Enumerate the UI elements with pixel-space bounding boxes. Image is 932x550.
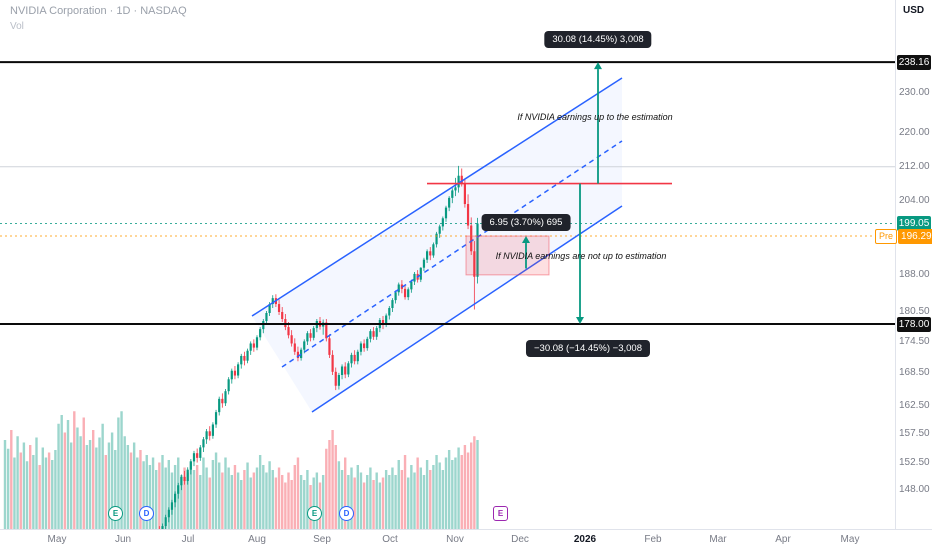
price-tick-label: 180.50 bbox=[899, 305, 930, 317]
time-axis-label: Feb bbox=[644, 534, 662, 545]
time-axis[interactable]: May Jun Jul Aug Sep Oct Nov Dec 2026 Feb Mar Apr May bbox=[0, 529, 932, 550]
premarket-value: 196.29 bbox=[898, 228, 932, 244]
trend-channel-fill bbox=[252, 78, 622, 412]
time-axis-label: Sep bbox=[313, 534, 331, 545]
earnings-marker[interactable]: E bbox=[307, 506, 322, 521]
volume-indicator-label[interactable]: Vol bbox=[10, 21, 24, 32]
price-axis[interactable]: USD 230.00 220.00 212.00 204.00 188.00 180.50… bbox=[875, 0, 932, 550]
time-axis-label: Jun bbox=[114, 534, 132, 545]
earnings-marker[interactable]: E bbox=[108, 506, 123, 521]
upside-measure-label[interactable]: 30.08 (14.45%) 3,008 bbox=[544, 31, 652, 48]
time-axis-label: Apr bbox=[775, 534, 791, 545]
price-tick-label: 230.00 bbox=[899, 87, 930, 99]
pullback-measure-label[interactable]: 6.95 (3.70%) 695 bbox=[481, 214, 571, 231]
price-tick-label: 220.00 bbox=[899, 127, 930, 139]
time-axis-label: Oct bbox=[382, 534, 398, 545]
time-axis-label: Jul bbox=[181, 534, 195, 545]
downside-arrow[interactable] bbox=[576, 183, 584, 325]
volume-bars bbox=[3, 411, 479, 530]
bullish-scenario-note[interactable]: If NVIDIA earnings up to the estimation bbox=[517, 112, 673, 122]
earnings-marker[interactable]: E bbox=[493, 506, 508, 521]
price-badge-premarket: Pre 196.29 bbox=[875, 228, 932, 244]
earnings-risk-zone[interactable] bbox=[465, 235, 550, 276]
price-tick-label: 188.00 bbox=[899, 268, 930, 280]
time-axis-label: Nov bbox=[446, 534, 464, 545]
price-badge-last: 199.05 bbox=[897, 215, 931, 231]
price-tick-label: 148.00 bbox=[899, 484, 930, 496]
time-axis-label: 2026 bbox=[573, 534, 597, 545]
chart-legend: NVIDIA Corporation · 1D · NASDAQ Vol bbox=[10, 5, 187, 32]
trend-channel[interactable] bbox=[251, 77, 623, 413]
price-tick-label: 162.50 bbox=[899, 400, 930, 412]
price-tick-label: 212.00 bbox=[899, 160, 930, 172]
price-badge-upper-target: 238.16 bbox=[897, 54, 931, 70]
time-axis-label: Mar bbox=[709, 534, 727, 545]
dividend-marker[interactable]: D bbox=[339, 506, 354, 521]
price-badge-lower-target: 178.00 bbox=[897, 316, 931, 332]
candlesticks[interactable] bbox=[4, 165, 479, 550]
premarket-tag: Pre bbox=[875, 228, 898, 244]
price-tick-label: 152.50 bbox=[899, 457, 930, 469]
currency-label: USD bbox=[903, 5, 925, 16]
upside-arrow[interactable] bbox=[594, 62, 602, 184]
symbol-title[interactable]: NVIDIA Corporation · 1D · NASDAQ bbox=[10, 5, 187, 17]
pullback-arrow[interactable] bbox=[522, 236, 530, 269]
time-axis-label: Dec bbox=[511, 534, 529, 545]
bearish-scenario-note[interactable]: If NVIDIA earnings are not up to estimat… bbox=[495, 251, 667, 261]
time-axis-label: Aug bbox=[248, 534, 266, 545]
dividend-marker[interactable]: D bbox=[139, 506, 154, 521]
price-tick-label: 204.00 bbox=[899, 195, 930, 207]
price-tick-label: 168.50 bbox=[899, 367, 930, 379]
price-tick-label: 157.50 bbox=[899, 428, 930, 440]
downside-measure-label[interactable]: −30.08 (−14.45%) −3,008 bbox=[525, 340, 651, 357]
time-axis-label: May bbox=[47, 534, 67, 545]
price-tick-label: 174.50 bbox=[899, 335, 930, 347]
time-axis-label: May bbox=[840, 534, 860, 545]
